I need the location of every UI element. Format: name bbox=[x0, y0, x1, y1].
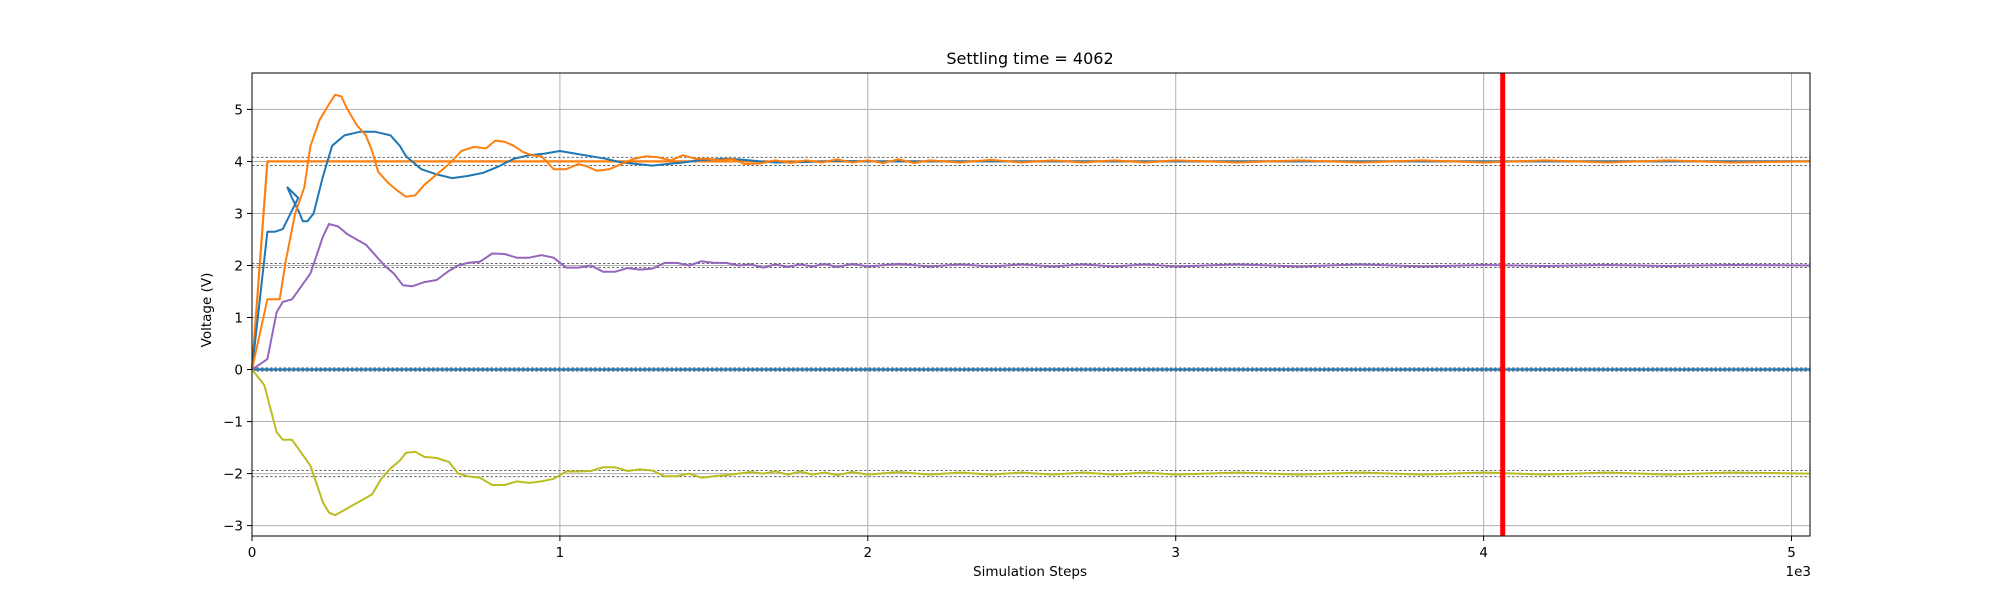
y-tick-label: −3 bbox=[223, 519, 243, 535]
x-axis-label: Simulation Steps bbox=[973, 564, 1087, 580]
tolerance-bands bbox=[252, 156, 1810, 478]
series-layer bbox=[250, 93, 1811, 517]
y-tick-label: −2 bbox=[223, 467, 243, 483]
chart-title: Settling time = 4062 bbox=[946, 49, 1113, 68]
y-tick-label: 2 bbox=[234, 258, 243, 274]
y-tick-label: 4 bbox=[234, 154, 243, 170]
axis-ticks: 0 1 2 3 4 5 −3 −2 −1 0 1 2 3 4 5 bbox=[223, 102, 1796, 561]
y-tick-label: 1 bbox=[234, 311, 243, 327]
x-tick-label: 3 bbox=[1171, 545, 1180, 561]
x-tick-label: 0 bbox=[248, 545, 257, 561]
y-axis-label: Voltage (V) bbox=[199, 273, 215, 348]
x-tick-label: 2 bbox=[864, 545, 873, 561]
x-tick-label: 5 bbox=[1787, 545, 1796, 561]
x-tick-label: 4 bbox=[1479, 545, 1488, 561]
series-line bbox=[251, 93, 1811, 370]
series-line bbox=[251, 222, 1811, 371]
series-line bbox=[251, 368, 1811, 517]
grid-layer bbox=[251, 73, 1810, 536]
x-axis-offset-label: 1e3 bbox=[1786, 564, 1811, 580]
y-tick-label: −1 bbox=[223, 415, 243, 431]
y-tick-label: 3 bbox=[234, 206, 243, 222]
plot-frame bbox=[251, 72, 1811, 537]
x-tick-label: 1 bbox=[556, 545, 565, 561]
series-line bbox=[251, 130, 1810, 370]
y-tick-label: 0 bbox=[234, 363, 243, 379]
y-tick-label: 5 bbox=[234, 102, 243, 118]
